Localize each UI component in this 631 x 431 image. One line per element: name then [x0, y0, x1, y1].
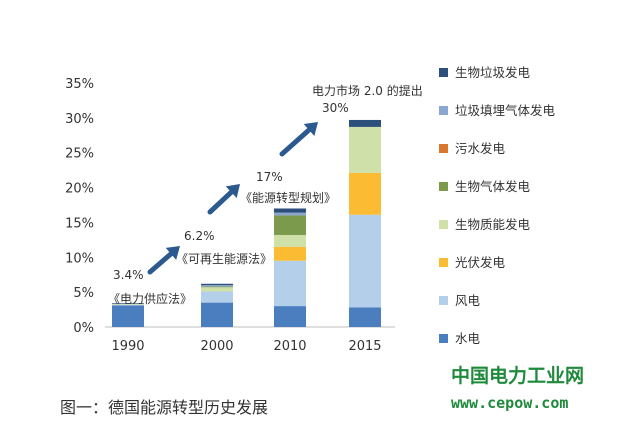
annotation-percent-2000: 6.2% [184, 229, 215, 243]
legend-swatch [439, 220, 448, 229]
bar-segment-1990 [112, 305, 144, 327]
bar-segment-1990 [112, 303, 144, 305]
bar-segment-2010 [274, 212, 306, 216]
x-axis: 1990 2000 2010 2015 [111, 339, 381, 354]
y-tick-label: 20% [65, 182, 94, 197]
bar-segment-2010 [274, 234, 306, 247]
trend-arrows [147, 122, 318, 275]
y-axis: 0% 5% 10% 15% 20% 25% 30% 35% [65, 77, 94, 336]
bar-segment-2010 [274, 215, 306, 235]
legend-swatch [439, 258, 448, 267]
x-tick-label: 2015 [348, 339, 381, 354]
trend-arrow [279, 126, 313, 157]
bar-segment-2000 [201, 302, 233, 327]
legend-label: 垃圾填埋气体发电 [455, 103, 556, 118]
watermark-url: www.cepow.com [451, 394, 568, 412]
annotation-label-2010: 《能源转型规划》 [240, 190, 336, 205]
legend-swatch [439, 68, 448, 77]
y-tick-label: 10% [65, 251, 94, 266]
y-tick-label: 0% [73, 321, 94, 336]
annotations: 3.4% 《电力供应法》 6.2% 《可再生能源法》 17% 《能源转型规划》 … [108, 83, 423, 306]
x-tick-label: 2000 [200, 339, 233, 354]
bar-segment-2010 [274, 246, 306, 261]
annotation-label-2015: 电力市场 2.0 的提出 [312, 83, 423, 98]
bar-segment-2000 [201, 285, 233, 287]
y-tick-label: 15% [65, 216, 94, 231]
y-tick-label: 30% [65, 112, 94, 127]
legend-label: 光伏发电 [455, 255, 506, 270]
bar-segment-2015 [349, 307, 381, 327]
legend-label: 污水发电 [455, 141, 506, 156]
bar-segment-2000 [201, 291, 233, 303]
bar-segment-2015 [349, 119, 381, 127]
annotation-percent-2015: 30% [322, 101, 349, 115]
legend-swatch [439, 296, 448, 305]
bar-segment-1990 [112, 304, 144, 306]
bar-segment-2010 [274, 260, 306, 307]
bar-segment-2015 [349, 126, 381, 173]
trend-arrow [207, 187, 236, 215]
legend-label: 生物垃圾发电 [455, 65, 531, 80]
x-tick-label: 1990 [111, 339, 144, 354]
bar-segment-2000 [201, 283, 233, 286]
legend-label: 生物气体发电 [455, 179, 531, 194]
annotation-label-2000: 《可再生能源法》 [176, 252, 272, 266]
legend-swatch [439, 144, 448, 153]
bars [112, 119, 381, 327]
y-tick-label: 5% [73, 286, 94, 301]
x-tick-label: 2010 [273, 339, 306, 354]
chart-caption: 图一：德国能源转型历史发展 [60, 398, 268, 417]
legend-swatch [439, 106, 448, 115]
annotation-percent-2010: 17% [256, 170, 283, 184]
y-tick-label: 25% [65, 147, 94, 162]
bar-segment-2015 [349, 214, 381, 308]
y-tick-label: 35% [65, 77, 94, 92]
bar-segment-2000 [201, 287, 233, 292]
bar-segment-2010 [274, 208, 306, 213]
trend-arrow [147, 249, 176, 275]
bar-segment-2000 [201, 286, 233, 288]
legend-label: 水电 [455, 331, 481, 346]
annotation-label-1990: 《电力供应法》 [108, 291, 192, 306]
bar-segment-1990 [112, 303, 144, 304]
trend-arrow-head [165, 246, 180, 260]
legend-swatch [439, 182, 448, 191]
legend-label: 风电 [455, 293, 481, 308]
bar-segment-2010 [274, 306, 306, 327]
trend-arrow-head [225, 184, 240, 199]
legend-label: 生物质能发电 [455, 217, 531, 232]
bar-segment-2015 [349, 172, 381, 215]
trend-arrow-head [303, 122, 318, 136]
annotation-percent-1990: 3.4% [113, 268, 144, 282]
watermark-name: 中国电力工业网 [451, 364, 584, 387]
legend-swatch [439, 334, 448, 343]
